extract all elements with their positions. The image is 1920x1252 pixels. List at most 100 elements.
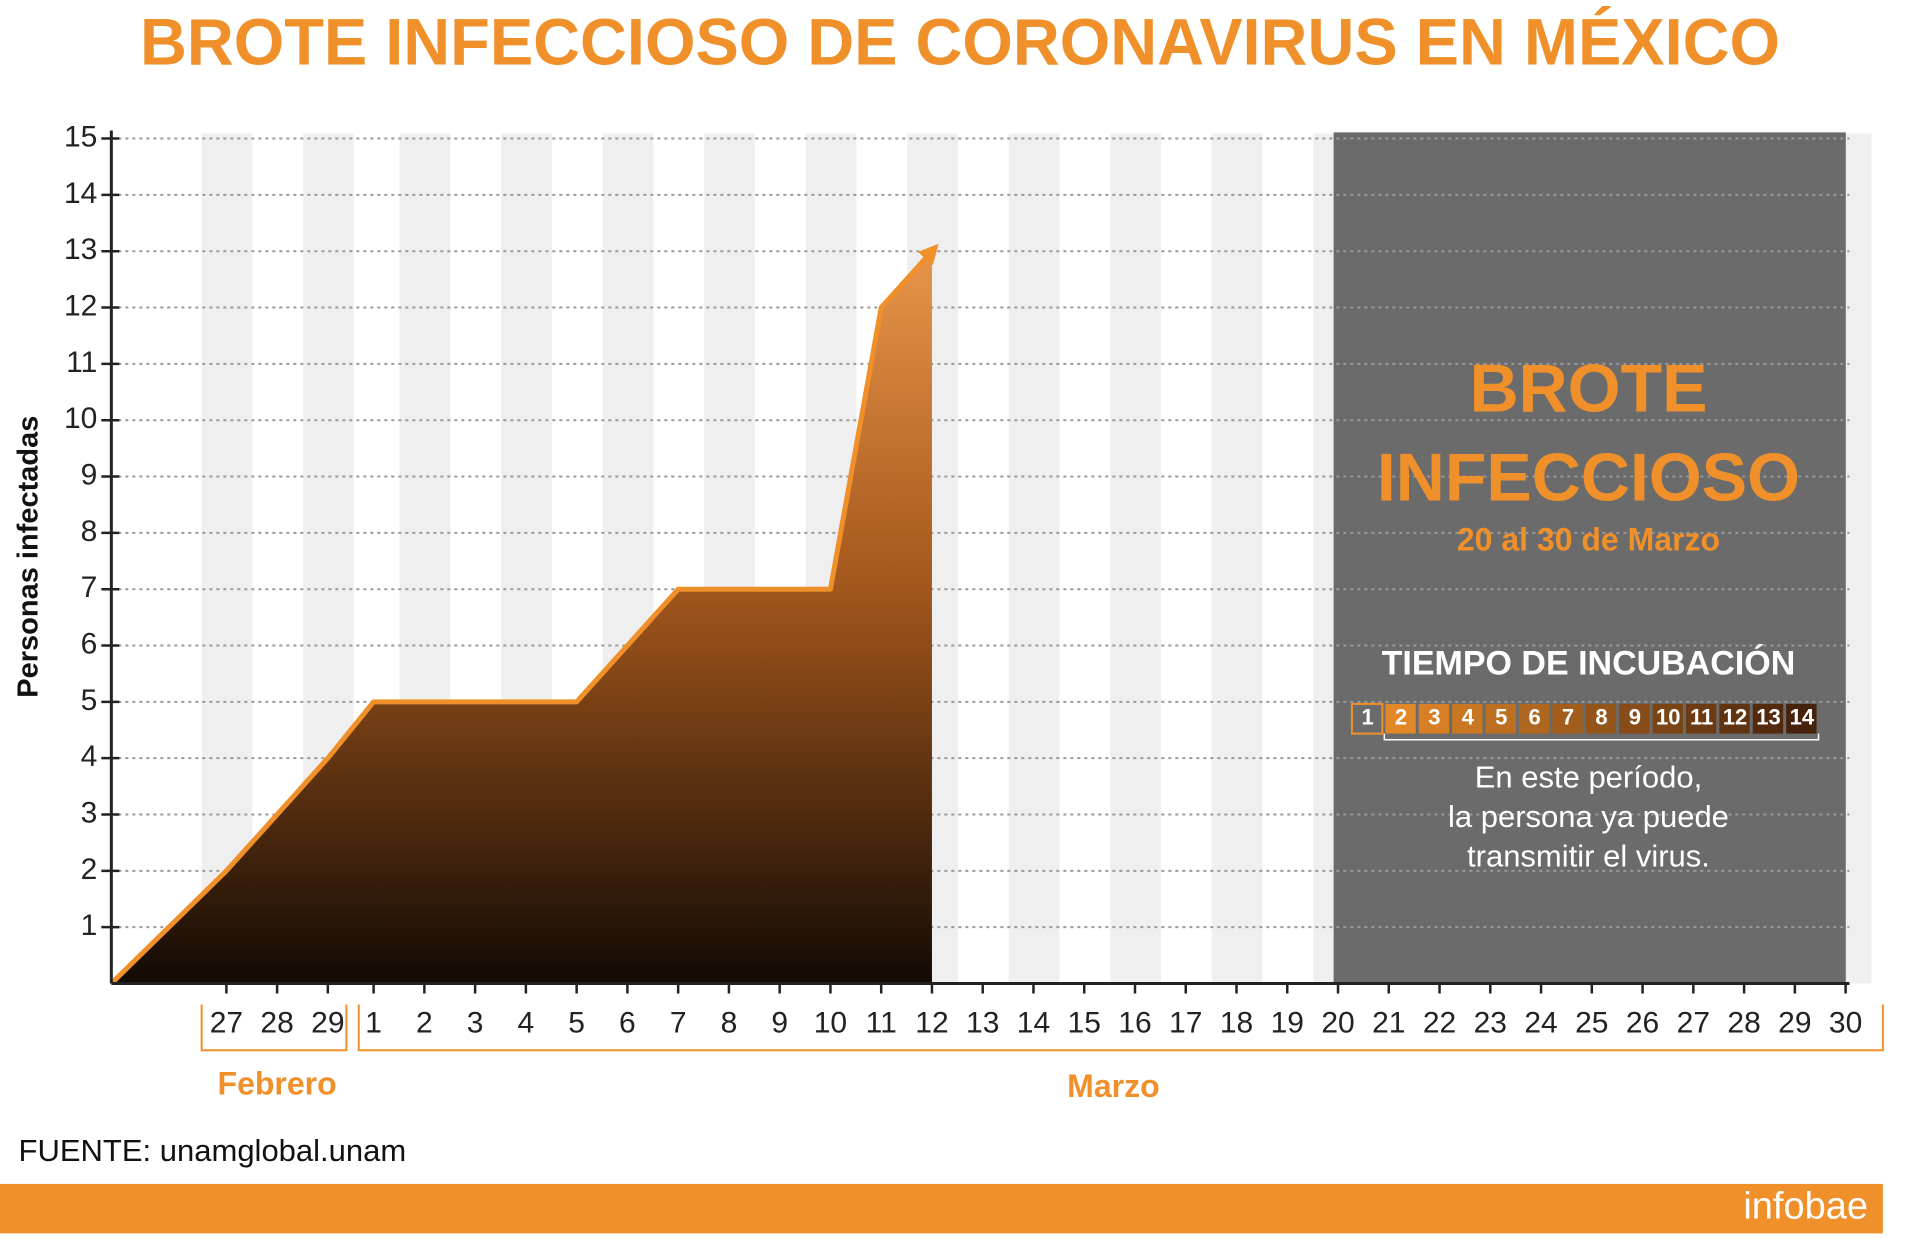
x-tick-label: 14 <box>1017 1006 1050 1039</box>
incubation-day: 1 <box>1362 705 1374 730</box>
incubation-day: 7 <box>1562 705 1574 730</box>
y-tick-label: 7 <box>81 571 98 604</box>
y-tick-label: 15 <box>64 120 97 153</box>
y-tick-label: 9 <box>81 458 98 491</box>
brand-bar <box>0 1183 1883 1234</box>
incubation-day: 8 <box>1595 705 1607 730</box>
y-axis-label: Personas infectadas <box>12 416 44 698</box>
y-tick-label: 4 <box>81 740 98 773</box>
month-bracket <box>200 1004 348 1052</box>
x-tick-label: 29 <box>1778 1006 1811 1039</box>
outbreak-panel <box>1333 132 1846 984</box>
x-tick-label: 9 <box>771 1006 788 1039</box>
x-tick-label: 26 <box>1626 1006 1659 1039</box>
month-label: Marzo <box>1067 1068 1159 1104</box>
x-tick-label: 18 <box>1220 1006 1253 1039</box>
x-tick-label: 23 <box>1474 1006 1507 1039</box>
month-bracket <box>357 1004 1884 1052</box>
y-tick-label: 6 <box>81 627 98 660</box>
column-band <box>1008 133 1060 984</box>
incubation-box <box>1485 703 1516 734</box>
x-tick-label: 16 <box>1118 1006 1151 1039</box>
incubation-box <box>1752 703 1784 734</box>
outbreak-note: la persona ya puede <box>1448 799 1729 834</box>
incubation-day: 12 <box>1723 705 1747 730</box>
x-tick-label: 7 <box>670 1006 687 1039</box>
y-tick-label: 10 <box>64 402 97 435</box>
x-tick-label: 28 <box>1727 1006 1760 1039</box>
x-tick-label: 24 <box>1524 1006 1557 1039</box>
y-tick-label: 11 <box>66 346 97 379</box>
incubation-day: 10 <box>1656 705 1680 730</box>
column-band <box>1110 133 1161 984</box>
column-band <box>1211 133 1263 984</box>
incubation-box <box>1619 703 1650 734</box>
y-tick-label: 14 <box>64 177 97 210</box>
y-tick-label: 13 <box>64 233 97 266</box>
y-tick-label: 5 <box>81 684 98 717</box>
x-tick-label: 2 <box>416 1006 433 1039</box>
x-tick-label: 19 <box>1271 1006 1304 1039</box>
x-tick-label: 27 <box>1677 1006 1710 1039</box>
x-tick-label: 6 <box>619 1006 636 1039</box>
incubation-day: 4 <box>1462 705 1475 730</box>
incubation-bracket <box>1383 733 1820 741</box>
incubation-day: 13 <box>1756 705 1780 730</box>
x-tick-label: 10 <box>814 1006 847 1039</box>
x-tick-label: 25 <box>1575 1006 1608 1039</box>
x-tick-label: 29 <box>311 1006 344 1039</box>
y-tick-label: 12 <box>64 289 97 322</box>
incubation-box <box>1552 703 1583 734</box>
chart-title: BROTE INFECCIOSO DE CORONAVIRUS EN MÉXIC… <box>140 4 1780 78</box>
incubation-day: 6 <box>1529 705 1541 730</box>
incubation-box <box>1518 703 1550 734</box>
incubation-box <box>1350 702 1384 735</box>
x-tick-label: 17 <box>1169 1006 1202 1039</box>
x-tick-label: 13 <box>966 1006 999 1039</box>
incubation-box <box>1652 703 1683 734</box>
y-tick-label: 1 <box>81 909 98 942</box>
incubation-day: 3 <box>1428 705 1440 730</box>
month-label: Febrero <box>218 1066 337 1102</box>
source: FUENTE: unamglobal.unam <box>19 1133 407 1168</box>
x-tick-label: 5 <box>568 1006 585 1039</box>
incubation-day: 14 <box>1790 705 1815 730</box>
x-tick-label: 30 <box>1829 1006 1862 1039</box>
x-tick-label: 27 <box>210 1006 243 1039</box>
incubation-box <box>1418 703 1450 734</box>
brand: infobae <box>1743 1186 1868 1228</box>
incubation-box <box>1452 703 1483 734</box>
line <box>109 243 939 986</box>
y-tick-label: 3 <box>81 796 98 829</box>
incubation-day: 11 <box>1690 705 1713 730</box>
x-tick-label: 1 <box>365 1006 382 1039</box>
incubation-title: TIEMPO DE INCUBACIÓN <box>1382 645 1796 683</box>
incubation-box <box>1585 703 1617 734</box>
x-tick-label: 3 <box>467 1006 484 1039</box>
incubation-box <box>1385 703 1416 734</box>
column-band <box>201 133 253 984</box>
incubation-day: 9 <box>1629 705 1641 730</box>
incubation-day: 2 <box>1395 705 1407 730</box>
x-tick-label: 8 <box>721 1006 738 1039</box>
x-tick-label: 15 <box>1068 1006 1101 1039</box>
x-tick-label: 22 <box>1423 1006 1456 1039</box>
incubation-box <box>1685 703 1717 734</box>
x-tick-label: 11 <box>866 1006 897 1039</box>
outbreak-title: BROTE <box>1469 350 1707 426</box>
y-tick-label: 8 <box>81 515 98 548</box>
x-tick-label: 21 <box>1372 1006 1405 1039</box>
x-tick-label: 28 <box>260 1006 293 1039</box>
outbreak-note: En este período, <box>1475 760 1703 795</box>
outbreak-subtitle: 20 al 30 de Marzo <box>1457 521 1720 557</box>
x-tick-label: 20 <box>1321 1006 1354 1039</box>
outbreak-title: INFECCIOSO <box>1377 439 1800 515</box>
y-tick-label: 2 <box>81 853 98 886</box>
area <box>111 251 932 984</box>
outbreak-note: transmitir el virus. <box>1467 839 1710 874</box>
incubation-box <box>1719 703 1750 734</box>
x-tick-label: 4 <box>518 1006 535 1039</box>
incubation-box <box>1786 703 1817 734</box>
